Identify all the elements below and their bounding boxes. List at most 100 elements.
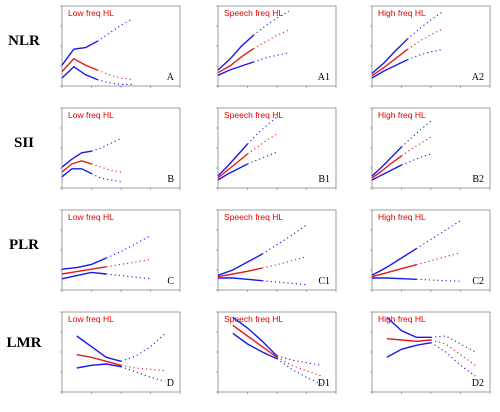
ci-lower-dots [106,273,151,280]
panel-title: Low freq HL [68,212,114,222]
estimate-line [217,48,254,74]
panel-letter: B [167,174,174,185]
estimate-dots [91,163,122,173]
estimate-dots [276,356,322,377]
ci-lower-line [386,342,432,358]
panel-title: Low freq HL [68,110,114,120]
panel-d: Low freq HL D [60,311,181,394]
panel-d1: Speech freq HL D1 [216,311,337,394]
ci-upper-line [61,257,107,270]
panel-title: Low freq HL [68,8,114,18]
panel-letter: D1 [318,378,330,389]
estimate-dots [97,69,133,81]
ci-lower-dots [407,48,443,61]
panel-letter: C1 [318,276,330,287]
panel-b: Low freq HL B [60,107,181,190]
panel-title: High freq HL [378,212,426,222]
plot-frame [61,5,181,87]
panel-title: Speech freq HL [224,110,283,120]
panel-title: High freq HL [378,314,426,324]
estimate-line [61,266,107,275]
ci-lower-line [371,164,402,181]
row-label-nlr: NLR [8,33,40,49]
panel-title: Speech freq HL [224,314,283,324]
panel-a2: High freq HL A2 [370,5,491,88]
estimate-line [371,264,417,278]
panel-c: Low freq HL C [60,209,181,292]
panel-letter: C [167,276,174,287]
estimate-dots [253,29,290,50]
ci-lower-dots [416,278,461,282]
ci-lower-line [372,277,417,280]
ci-lower-line [61,271,107,280]
panel-title: Speech freq HL [224,212,283,222]
ci-upper-dots [430,335,476,353]
ci-lower-line [371,59,408,79]
estimate-dots [416,252,461,266]
estimate-line [76,354,122,366]
panel-d2: High freq HL D2 [370,311,491,394]
ci-lower-dots [401,153,432,166]
ci-upper-dots [401,120,432,148]
estimate-line [61,160,92,173]
ci-upper-line [232,316,278,357]
ci-upper-dots [106,235,151,259]
estimate-dots [430,339,476,366]
estimate-line [371,48,408,77]
ci-lower-dots [91,173,122,183]
ci-upper-dots [97,18,134,42]
ci-lower-dots [247,151,278,165]
ci-upper-line [371,248,417,276]
row-label-lmr: LMR [7,335,42,351]
panel-letter: A [167,72,175,83]
ci-upper-line [61,40,98,66]
ci-upper-line [371,38,408,74]
ci-upper-dots [253,10,290,36]
estimate-line [217,153,248,179]
panel-title: Speech freq HL [224,8,283,18]
ci-lower-line [61,65,98,81]
plot-frame [61,209,181,291]
ci-upper-line [217,34,254,71]
estimate-line [232,324,278,358]
estimate-dots [106,259,151,268]
ci-upper-dots [247,116,278,145]
ci-lower-line [232,332,278,360]
panel-b2: High freq HL B2 [370,107,491,190]
ci-lower-dots [253,52,289,63]
panel-a1: Speech freq HL A1 [216,5,337,88]
panel-letter: D [167,378,174,389]
panel-title: High freq HL [378,110,426,120]
panel-title: High freq HL [378,8,426,18]
panel-letter: B1 [318,174,330,185]
panel-a: Low freq HL A [60,5,181,88]
panel-title: Low freq HL [68,314,114,324]
ci-upper-line [371,146,402,177]
estimate-line [371,155,402,179]
estimate-dots [247,133,278,155]
ci-lower-line [61,168,92,178]
ci-upper-line [61,150,92,168]
ci-upper-dots [91,137,122,152]
row-label-plr: PLR [9,237,39,253]
estimate-dots [120,364,166,372]
estimate-line [61,57,98,73]
plot-frame [61,107,181,189]
ci-upper-dots [416,220,461,250]
ci-lower-line [218,277,263,282]
plot-frame [61,311,181,393]
ci-lower-dots [430,342,476,377]
estimate-line [386,338,432,343]
estimate-dots [401,136,432,157]
ci-lower-dots [120,366,166,382]
ci-upper-line [217,143,249,177]
ci-lower-line [217,163,248,181]
panel-c2: High freq HL C2 [370,209,491,292]
ci-lower-dots [97,79,133,85]
ci-upper-dots [120,332,166,362]
panel-letter: A1 [318,72,330,83]
panel-c1: Speech freq HL C1 [216,209,337,292]
panel-letter: A2 [472,72,484,83]
ci-upper-line [386,316,431,338]
